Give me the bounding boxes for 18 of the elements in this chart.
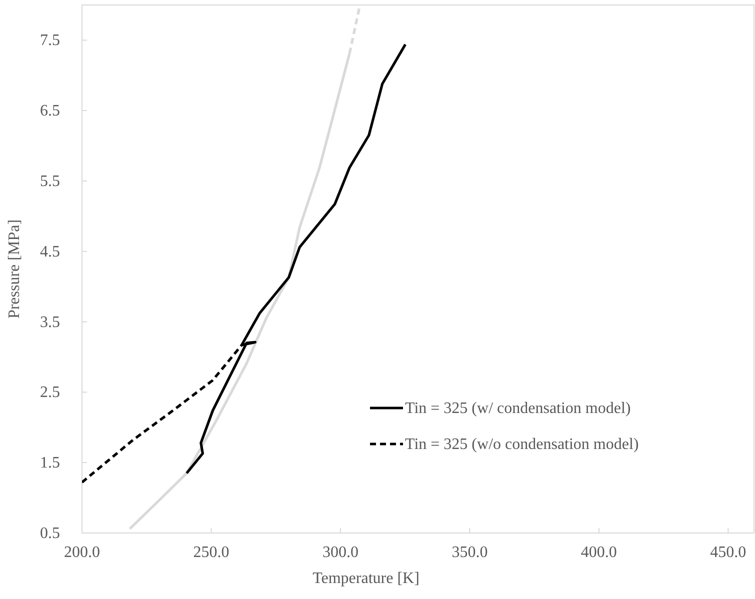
y-tick-label: 4.5	[40, 243, 60, 260]
y-tick-label: 6.5	[40, 102, 60, 120]
x-tick-label: 250.0	[193, 544, 230, 561]
y-tick-label: 3.5	[40, 314, 60, 331]
x-tick-label: 450.0	[710, 544, 746, 561]
y-tick-label: 1.5	[40, 454, 60, 472]
y-tick-label: 2.5	[40, 384, 60, 402]
legend-label: Tin = 325 (w/ condensation model)	[405, 400, 631, 417]
x-tick-label: 400.0	[580, 544, 617, 561]
legend-label: Tin = 325 (w/o condensation model)	[405, 436, 639, 453]
y-tick-label: 7.5	[40, 32, 60, 50]
y-tick-label: 0.5	[40, 525, 60, 542]
y-axis-title: Pressure [MPa]	[6, 219, 23, 319]
x-tick-label: 300.0	[322, 544, 358, 561]
x-tick-label: 350.0	[452, 544, 488, 561]
x-axis-title: Temperature [K]	[312, 570, 420, 587]
x-tick-label: 200.0	[64, 544, 100, 561]
y-tick-label: 5.5	[40, 173, 60, 190]
